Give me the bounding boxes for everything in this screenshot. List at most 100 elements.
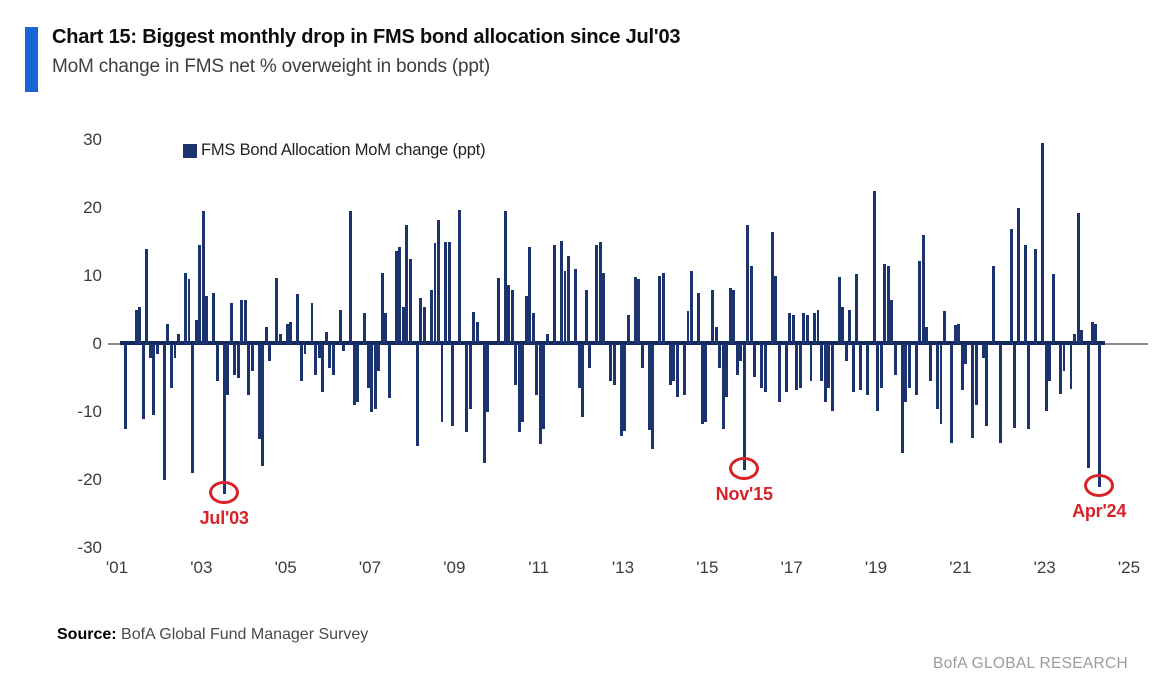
bar xyxy=(784,344,788,392)
bar xyxy=(222,344,226,494)
bar xyxy=(1051,273,1055,344)
bar xyxy=(795,344,799,391)
x-tick-label: '17 xyxy=(780,558,803,577)
page-title: Chart 15: Biggest monthly drop in FMS bo… xyxy=(52,26,681,48)
bar xyxy=(848,310,852,344)
y-tick-label: -10 xyxy=(77,402,102,421)
bar xyxy=(598,242,602,344)
legend-label: FMS Bond Allocation MoM change (ppt) xyxy=(201,141,486,159)
bar xyxy=(155,344,159,355)
bar xyxy=(675,344,679,398)
bar xyxy=(264,327,268,344)
annotation-label: Jul'03 xyxy=(199,507,249,528)
bar xyxy=(528,246,532,344)
annotation-circle xyxy=(1084,473,1115,497)
bar xyxy=(560,240,563,344)
bar xyxy=(451,344,455,426)
bar xyxy=(1034,248,1038,344)
bar xyxy=(233,344,237,375)
bar xyxy=(921,235,925,344)
source-label: Source: xyxy=(57,626,117,643)
bar xyxy=(721,344,725,429)
bar xyxy=(697,293,700,344)
y-tick-label: -20 xyxy=(77,470,102,489)
branding-text: BofA GLOBAL RESEARCH xyxy=(933,655,1128,672)
bar xyxy=(725,344,729,398)
bar xyxy=(718,344,722,368)
bar xyxy=(405,225,409,344)
bar xyxy=(886,265,890,344)
bar xyxy=(865,344,869,395)
bar xyxy=(890,299,894,344)
bar xyxy=(633,277,637,344)
bar xyxy=(943,311,946,344)
bar xyxy=(918,261,922,344)
bar xyxy=(496,278,500,344)
bar xyxy=(433,243,437,344)
bar xyxy=(711,289,715,344)
bar xyxy=(440,344,444,423)
bar xyxy=(749,265,753,344)
y-tick-label: 10 xyxy=(83,266,102,285)
bar xyxy=(739,344,743,361)
bar xyxy=(588,344,592,368)
title-accent-bar xyxy=(25,27,38,92)
bar xyxy=(1094,323,1098,344)
bar xyxy=(187,279,191,344)
bar xyxy=(900,344,904,453)
bar xyxy=(166,323,170,344)
bar xyxy=(791,314,795,344)
bar xyxy=(746,225,750,344)
bar xyxy=(1016,208,1020,344)
bar xyxy=(851,344,855,392)
bar xyxy=(349,211,353,344)
bar xyxy=(535,344,539,395)
x-tick-label: '19 xyxy=(864,558,888,577)
x-tick-label: '01 xyxy=(105,558,129,577)
bar xyxy=(317,344,321,358)
bar xyxy=(553,245,556,344)
bar xyxy=(971,344,975,438)
bar xyxy=(380,272,384,344)
bar xyxy=(387,344,391,399)
bar xyxy=(145,248,149,344)
bar xyxy=(985,344,989,426)
bar xyxy=(595,244,599,344)
bar xyxy=(1073,333,1076,344)
bar xyxy=(419,297,423,344)
plot-area xyxy=(117,140,1129,548)
bar xyxy=(384,313,388,344)
bar xyxy=(370,344,374,412)
bar xyxy=(563,270,567,344)
bar xyxy=(184,272,187,344)
bar xyxy=(581,344,585,418)
bar xyxy=(1041,143,1045,344)
x-tick-label: '05 xyxy=(274,558,297,577)
bar xyxy=(314,344,317,375)
annotation-label: Apr'24 xyxy=(1072,500,1127,521)
bar xyxy=(542,344,546,429)
bar xyxy=(321,344,325,392)
bar xyxy=(820,344,823,382)
x-tick-label: '23 xyxy=(1033,558,1056,577)
bar xyxy=(1090,321,1094,344)
bar xyxy=(626,314,630,344)
bar xyxy=(567,255,570,344)
bar xyxy=(936,344,939,409)
bar xyxy=(212,293,216,344)
bar xyxy=(683,344,686,395)
bar xyxy=(974,344,978,406)
bar xyxy=(1076,212,1080,344)
x-tick-label: '13 xyxy=(611,558,635,577)
bar xyxy=(700,344,704,425)
bar xyxy=(574,269,578,344)
bar xyxy=(837,277,841,344)
bar xyxy=(247,344,251,395)
bar xyxy=(324,331,328,344)
bar xyxy=(138,306,142,344)
bar xyxy=(475,321,479,344)
bar xyxy=(728,288,732,344)
bar xyxy=(928,344,932,382)
bar xyxy=(813,313,816,344)
bar xyxy=(538,344,542,444)
